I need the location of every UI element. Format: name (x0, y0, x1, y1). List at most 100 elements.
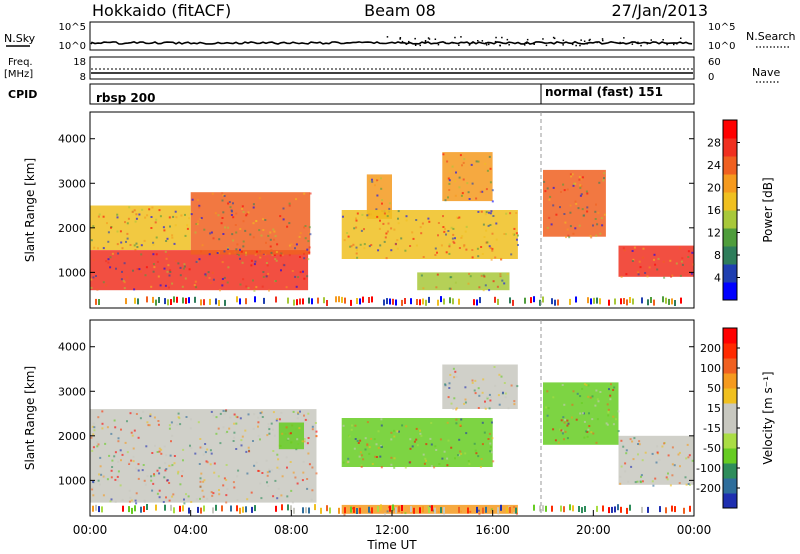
heatmap-cell (674, 300, 676, 306)
heatmap-cell (614, 506, 616, 513)
heatmap-cell (105, 284, 108, 287)
heatmap-cell (152, 263, 155, 266)
heatmap-cell (489, 442, 492, 445)
heatmap-cell (552, 396, 555, 399)
heatmap-cell (222, 194, 225, 197)
heatmap-cell (624, 462, 627, 465)
heatmap-cell (126, 222, 129, 225)
heatmap-cell (439, 438, 442, 441)
heatmap-cell (455, 407, 458, 410)
heatmap-cell (469, 275, 472, 278)
heatmap-cell (443, 450, 446, 453)
heatmap-cell (272, 411, 275, 414)
heatmap-cell (301, 440, 304, 443)
heatmap-cell (586, 192, 589, 195)
heatmap-cell (299, 298, 301, 305)
nsearch-dot (401, 40, 404, 43)
heatmap-cell (452, 240, 455, 243)
heatmap-cell (575, 202, 578, 205)
heatmap-cell (236, 296, 238, 303)
heatmap-cell (308, 246, 311, 249)
heatmap-cell (425, 443, 428, 446)
heatmap-cell (102, 215, 105, 218)
velocity-xlabel: Time UT (366, 538, 417, 552)
heatmap-cell (132, 412, 135, 415)
x-tick-label: 12:00 (375, 523, 410, 537)
heatmap-cell (155, 218, 158, 221)
heatmap-cell (91, 486, 94, 489)
heatmap-cell (596, 398, 599, 401)
heatmap-cell (642, 247, 645, 250)
heatmap-cell (460, 194, 463, 197)
heatmap-cell (225, 494, 228, 497)
heatmap-cell (126, 232, 129, 235)
heatmap-cell (195, 260, 198, 263)
heatmap-cell (452, 298, 454, 305)
heatmap-cell (632, 298, 634, 305)
heatmap-cell (476, 299, 478, 306)
heatmap-cell (419, 507, 421, 514)
heatmap-cell (239, 417, 242, 420)
heatmap-cell (550, 223, 553, 226)
heatmap-cell (342, 424, 345, 427)
heatmap-cell (457, 217, 459, 219)
heatmap-cell (281, 253, 284, 256)
heatmap-cell (366, 214, 369, 217)
heatmap-cell (637, 443, 639, 445)
heatmap-cell (465, 248, 468, 251)
heatmap-cell (490, 396, 492, 398)
heatmap-cell (308, 297, 310, 304)
heatmap-cell (239, 283, 242, 286)
heatmap-cell (268, 289, 270, 292)
heatmap-cell (239, 248, 241, 251)
heatmap-cell (261, 416, 264, 418)
nsearch-dot (499, 44, 501, 47)
heatmap-cell (422, 256, 425, 258)
heatmap-cell (477, 160, 480, 163)
heatmap-cell (303, 440, 306, 443)
heatmap-cell (266, 481, 268, 484)
heatmap-cell (206, 497, 209, 500)
heatmap-cell (270, 251, 273, 254)
heatmap-cell (669, 259, 672, 262)
heatmap-cell (380, 504, 382, 511)
heatmap-cell (483, 431, 486, 434)
heatmap-cell (259, 256, 262, 259)
heatmap-cell (135, 413, 138, 415)
heatmap-cell (198, 463, 201, 465)
heatmap-cell (401, 505, 403, 511)
velocity-x-axis: 00:00 04:00 08:00 12:00 16:00 20:00 00:00 (73, 510, 711, 537)
heatmap-cell (485, 506, 487, 513)
heatmap-cell (269, 231, 272, 234)
heatmap-cell (114, 451, 117, 454)
heatmap-cell (255, 286, 258, 289)
heatmap-cell (404, 249, 407, 252)
heatmap-cell (420, 274, 423, 277)
velocity-heatmap (90, 364, 694, 516)
heatmap-cell (247, 287, 250, 289)
heatmap-cell (182, 297, 184, 304)
heatmap-cell (462, 178, 465, 181)
heatmap-cell (344, 507, 346, 514)
x-tick-label: 08:00 (274, 523, 309, 537)
heatmap-cell (155, 504, 157, 511)
heatmap-cell (513, 400, 516, 403)
heatmap-cell (463, 402, 466, 405)
heatmap-cell (662, 296, 664, 303)
heatmap-cell (92, 494, 95, 497)
heatmap-cell (218, 300, 220, 306)
heatmap-cell (595, 234, 598, 237)
heatmap-cell (394, 243, 397, 246)
heatmap-cell (302, 270, 304, 273)
heatmap-cell (489, 450, 491, 453)
heatmap-cell (671, 463, 674, 466)
heatmap-cell (687, 250, 690, 253)
heatmap-cell (185, 493, 187, 496)
heatmap-cell (595, 389, 598, 392)
heatmap-cell (629, 297, 631, 303)
heatmap-cell (626, 507, 628, 514)
heatmap-cell (195, 286, 198, 289)
heatmap-cell (274, 235, 277, 238)
heatmap-cell (562, 183, 565, 186)
heatmap-cell (127, 217, 130, 220)
